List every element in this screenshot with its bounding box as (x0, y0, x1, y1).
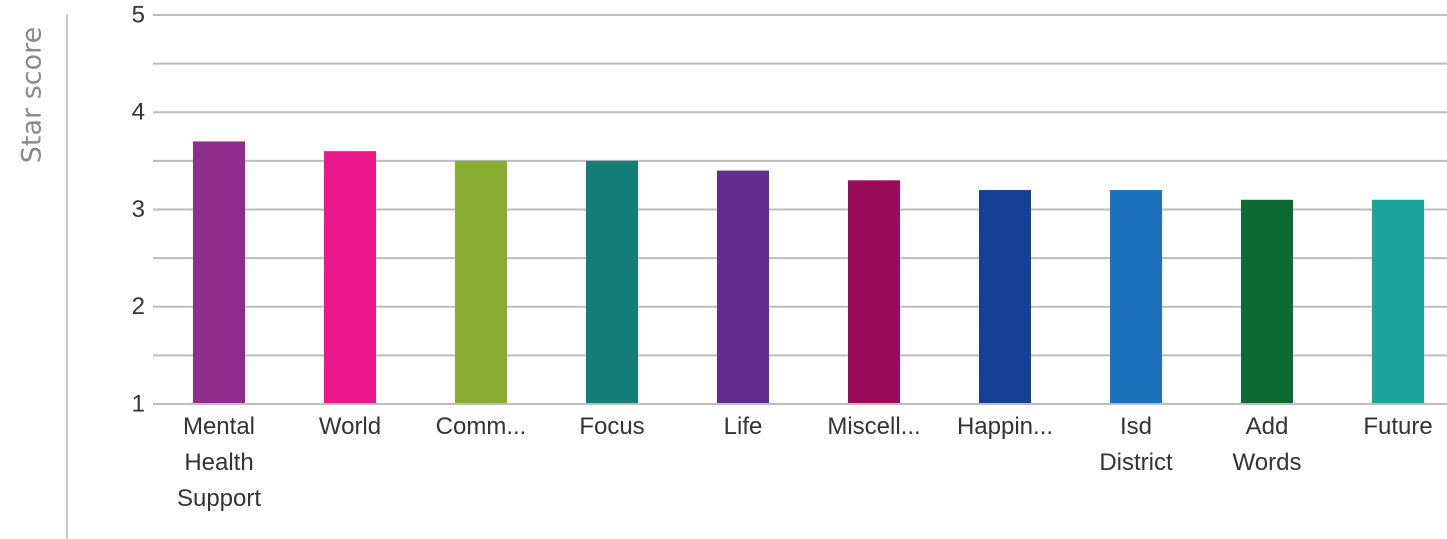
x-tick-label: Add Words (1233, 413, 1302, 476)
bars (193, 141, 1424, 405)
bar (1241, 199, 1293, 404)
y-axis-label: Star score (17, 27, 48, 164)
y-tick-label: 2 (132, 293, 145, 320)
x-tick-label: World (319, 413, 381, 440)
y-tick-label: 1 (132, 390, 145, 417)
x-tick-label: Life (724, 413, 763, 440)
x-tick-label: Mental Health Support (177, 413, 261, 512)
y-tick-label: 5 (132, 1, 145, 28)
x-tick-label: Isd District (1099, 413, 1173, 476)
bar (1110, 190, 1162, 404)
x-tick-label: Future (1363, 413, 1432, 440)
bar (979, 190, 1031, 404)
x-tick-label: Miscell... (827, 413, 920, 440)
bar (717, 170, 769, 404)
x-tick-label: Comm... (436, 413, 527, 440)
x-axis-ticks: Mental Health Support World Comm... Focus Life… (177, 413, 1433, 512)
x-tick-label: Focus (579, 413, 644, 440)
y-axis-ticks: 1 2 3 4 5 (132, 1, 145, 417)
y-tick-label: 3 (132, 196, 145, 223)
bar (1372, 199, 1424, 404)
bar (455, 160, 507, 404)
bar (324, 151, 376, 404)
x-tick-label: Happin... (957, 413, 1053, 440)
bar (848, 180, 900, 404)
y-tick-label: 4 (132, 99, 145, 126)
bar (586, 160, 638, 404)
bar (193, 141, 245, 405)
